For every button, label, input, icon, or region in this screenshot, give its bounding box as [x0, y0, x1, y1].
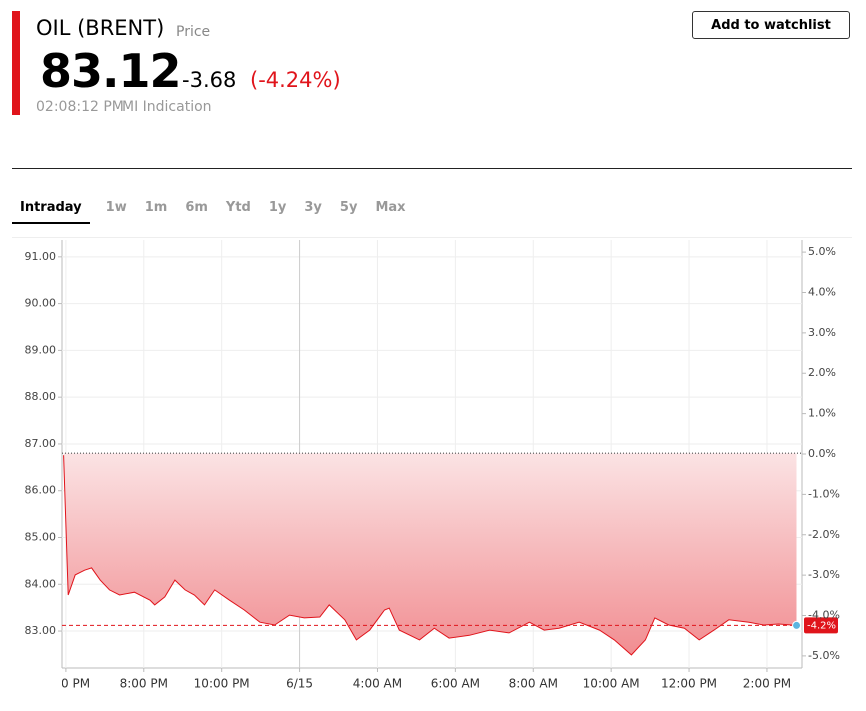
range-tab[interactable]: 1m: [144, 200, 168, 215]
y-tick-label: 91.00: [25, 250, 57, 263]
area-fill: [63, 453, 797, 655]
x-tick-label: 12:00 PM: [661, 677, 717, 691]
y2-tick-label: -3.0%: [808, 568, 840, 581]
x-tick-label: 6:00 PM: [42, 677, 90, 691]
x-tick-label: 2:00 PM: [743, 677, 791, 691]
range-tab[interactable]: 1w: [105, 200, 127, 215]
x-tick-label: 10:00 PM: [194, 677, 250, 691]
y2-tick-label: 2.0%: [808, 366, 836, 379]
y2-tick-label: 1.0%: [808, 407, 836, 420]
watchlist-button[interactable]: Add to watchlist: [692, 11, 850, 39]
y-tick-label: 89.00: [25, 343, 57, 356]
price-line: [63, 455, 797, 656]
last-point: [792, 620, 802, 630]
range-tab[interactable]: 3y: [304, 200, 322, 215]
change: -3.68: [182, 68, 237, 92]
instrument-name: OIL (BRENT): [36, 16, 165, 40]
change-pct: (-4.24%): [250, 68, 341, 92]
y2-tick-label: -5.0%: [808, 649, 840, 662]
y2-tick-label: 5.0%: [808, 245, 836, 258]
last-label: -4.2%: [807, 620, 836, 631]
y-tick-label: 85.00: [25, 530, 57, 543]
y-tick-label: 90.00: [25, 297, 57, 310]
accent-bar: [12, 11, 20, 115]
quote-time: 02:08:12 PM: [36, 99, 124, 115]
x-tick-label: 4:00 AM: [353, 677, 402, 691]
y2-tick-label: -4.0%: [808, 609, 840, 622]
range-tab[interactable]: Ytd: [225, 200, 251, 215]
x-tick-label: 10:00 AM: [583, 677, 640, 691]
y2-tick-label: 0.0%: [808, 447, 836, 460]
divider: [12, 168, 852, 169]
range-tabs: Intraday 1w 1m 6m Ytd 1y 3y 5y Max: [12, 198, 416, 226]
quote-source: MI Indication: [122, 99, 212, 115]
x-tick-label: 6:00 AM: [431, 677, 480, 691]
price-label: Price: [176, 24, 211, 40]
y-tick-label: 84.00: [25, 577, 57, 590]
range-tab[interactable]: 5y: [339, 200, 358, 215]
range-tab[interactable]: Intraday: [12, 198, 90, 224]
y2-tick-label: -2.0%: [808, 528, 840, 541]
range-tab[interactable]: 6m: [185, 200, 208, 215]
y-tick-label: 87.00: [25, 437, 57, 450]
y-tick-label: 88.00: [25, 390, 57, 403]
divider: [12, 237, 852, 238]
y-tick-label: 86.00: [25, 484, 57, 497]
x-tick-label: 6/15: [286, 677, 313, 691]
last-label-box: [804, 617, 838, 634]
price: 83.12: [40, 44, 182, 98]
y-tick-label: 83.00: [25, 624, 57, 637]
x-tick-label: 8:00 AM: [509, 677, 558, 691]
y2-tick-label: 3.0%: [808, 326, 836, 339]
y2-tick-label: 4.0%: [808, 285, 836, 298]
x-tick-label: 8:00 PM: [120, 677, 168, 691]
range-tab[interactable]: 1y: [268, 200, 287, 215]
range-tab[interactable]: Max: [375, 200, 406, 215]
y2-tick-label: -1.0%: [808, 487, 840, 500]
